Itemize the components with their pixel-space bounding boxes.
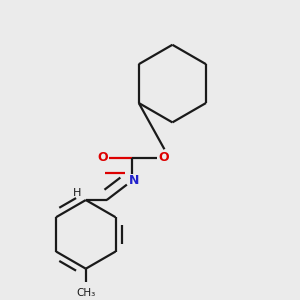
Text: H: H [73, 188, 81, 198]
Text: N: N [128, 174, 139, 187]
Text: O: O [158, 151, 169, 164]
Text: O: O [97, 151, 107, 164]
Text: CH₃: CH₃ [76, 287, 95, 298]
